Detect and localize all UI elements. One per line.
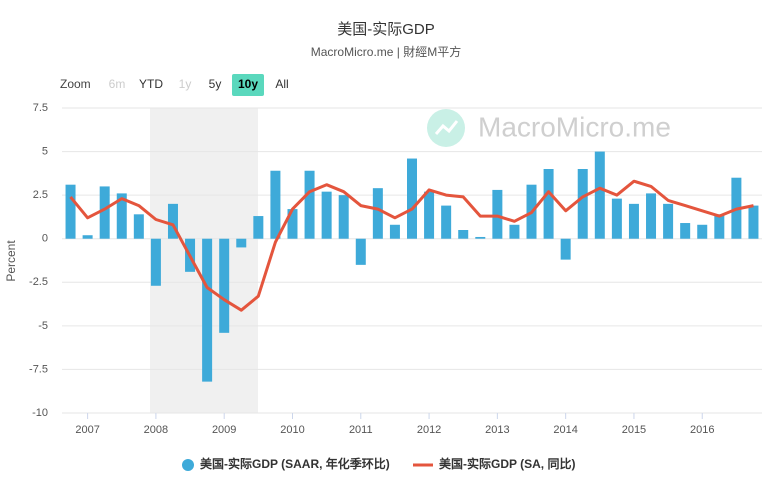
bar (338, 195, 349, 239)
range-button-label: 5y (209, 77, 222, 91)
range-button-bg (232, 74, 264, 96)
range-button[interactable]: All (275, 77, 288, 91)
bar (133, 214, 144, 239)
x-tick-label: 2012 (417, 424, 441, 436)
range-button: 1y (179, 77, 192, 91)
bar (99, 186, 110, 239)
bar (150, 238, 161, 286)
legend-label: 美国-实际GDP (SA, 同比) (439, 456, 575, 471)
bar (304, 170, 315, 239)
bar (407, 158, 417, 239)
bar (492, 189, 503, 239)
y-tick-label: -7.5 (29, 363, 48, 375)
range-button-label: 6m (109, 77, 126, 91)
bar (509, 224, 520, 239)
y-tick-label: 0 (42, 233, 48, 245)
bar (680, 223, 691, 239)
bar (441, 205, 452, 239)
y-tick-label: -10 (32, 407, 48, 419)
bar (697, 224, 708, 239)
watermark-icon-line (434, 120, 459, 135)
bar (287, 209, 298, 239)
bar (475, 236, 486, 239)
range-button-label: YTD (139, 77, 163, 91)
range-button[interactable]: 5y (209, 77, 222, 91)
chart-title: 美国-实际GDP (337, 21, 435, 38)
range-button-label: 1y (179, 77, 192, 91)
x-tick-label: 2013 (485, 424, 509, 436)
bar (355, 238, 366, 265)
x-tick-label: 2007 (75, 424, 99, 436)
bar (389, 224, 400, 239)
x-tick-label: 2014 (553, 424, 577, 436)
legend-symbol (182, 459, 194, 471)
legend-label: 美国-实际GDP (SAAR, 年化季环比) (200, 456, 390, 471)
y-tick-label: 5 (42, 145, 48, 157)
bar (594, 151, 605, 239)
range-button[interactable]: YTD (139, 77, 163, 91)
range-button-label: 10y (238, 77, 258, 91)
bar (116, 193, 127, 239)
x-tick-label: 2016 (690, 424, 714, 436)
x-tick-label: 2010 (280, 424, 304, 436)
bar (646, 193, 657, 239)
bar (372, 188, 383, 239)
bar (748, 205, 759, 239)
bar (253, 216, 264, 239)
x-tick-label: 2008 (144, 424, 168, 436)
bar (270, 170, 281, 239)
bar (236, 238, 247, 248)
y-tick-label: 7.5 (33, 102, 48, 114)
bar (167, 203, 178, 239)
x-tick-label: 2011 (349, 424, 373, 436)
y-tick-label: -2.5 (29, 276, 48, 288)
bar (458, 230, 469, 239)
range-button-label: All (275, 77, 288, 91)
chart-subtitle: MacroMicro.me | 財經M平方 (311, 44, 461, 59)
bar (65, 184, 76, 239)
bar (219, 238, 230, 333)
bar (714, 214, 725, 239)
y-axis-label: Percent (4, 240, 18, 282)
bar (628, 203, 639, 239)
y-tick-label: 2.5 (33, 189, 48, 201)
bar (663, 203, 674, 239)
watermark: MacroMicro.me (427, 109, 671, 147)
y-tick-label: -5 (38, 320, 48, 332)
bar (424, 191, 435, 239)
bar (82, 235, 93, 239)
x-tick-label: 2009 (212, 424, 236, 436)
range-button: 6m (109, 77, 126, 91)
bar (560, 238, 571, 260)
zoom-label: Zoom (60, 77, 91, 91)
range-button[interactable]: 10y (232, 74, 264, 96)
bar (321, 191, 332, 239)
x-tick-label: 2015 (622, 424, 646, 436)
bar (577, 169, 588, 239)
line (69, 179, 754, 312)
bar (611, 198, 622, 239)
watermark-text: MacroMicro.me (478, 111, 671, 142)
bar (543, 169, 554, 239)
bar (202, 238, 213, 382)
